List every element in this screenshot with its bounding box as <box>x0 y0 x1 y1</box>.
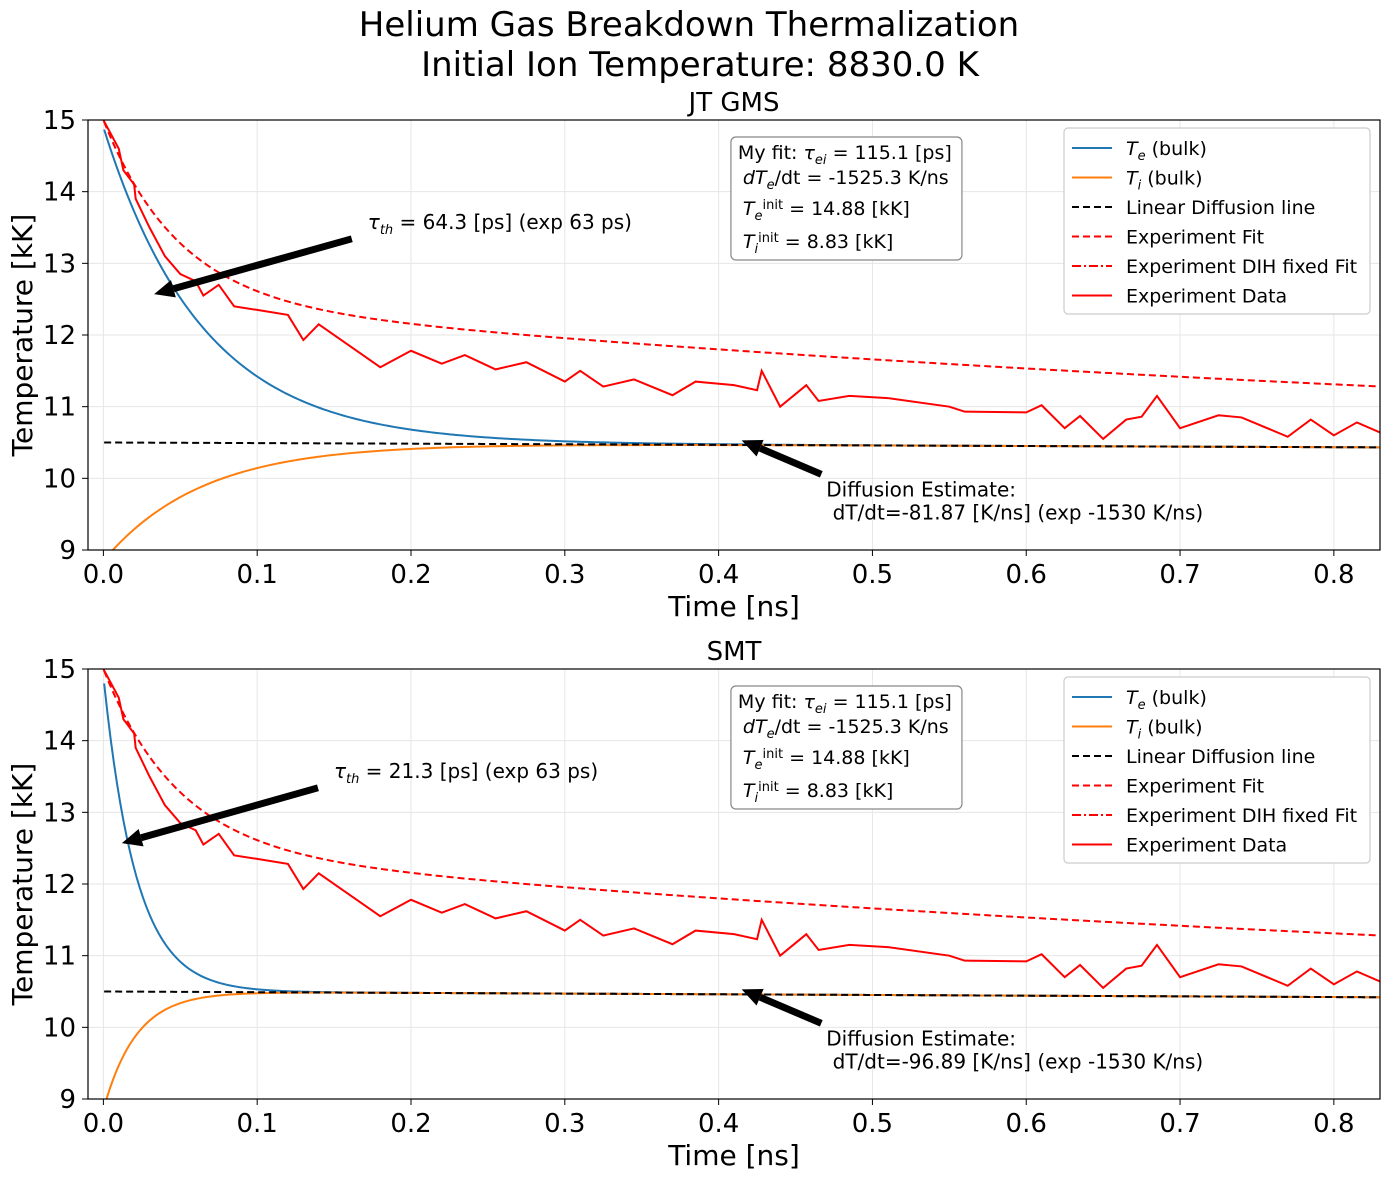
legend-box <box>1063 676 1371 864</box>
tau-arrow-shaft <box>172 235 353 293</box>
legend-label-diff: Linear Diffusion line <box>1126 197 1315 219</box>
x-tick-label: 0.8 <box>1313 1109 1354 1139</box>
legend-label-dih: Experiment DIH fixed Fit <box>1126 256 1357 278</box>
y-tick-label: 15 <box>43 655 76 685</box>
fit-box-te-init: Teinit = 14.88 [kK] <box>743 198 910 224</box>
fit-box-tau-ei: My fit: τei = 115.1 [ps] <box>738 142 952 168</box>
legend-label-Ti: Ti (bulk) <box>1126 717 1202 743</box>
figure-title-line1: Helium Gas Breakdown Thermalization <box>359 5 1019 45</box>
series-experiment-fit <box>103 121 1380 388</box>
y-axis-label: Temperature [kK] <box>6 763 39 1007</box>
diffusion-annotation-line1: Diffusion Estimate: <box>826 1026 1016 1050</box>
tau-arrow-shaft <box>140 784 319 842</box>
panel-title: SMT <box>707 637 762 667</box>
series-linear-diffusion <box>104 441 1380 449</box>
y-tick-label: 15 <box>43 106 76 136</box>
legend-label-diff: Linear Diffusion line <box>1126 746 1315 768</box>
y-tick-label: 13 <box>43 249 76 279</box>
fit-box-ti-init: Tiinit = 8.83 [kK] <box>743 780 893 806</box>
x-tick-label: 0.2 <box>390 560 431 590</box>
y-axis-label: Temperature [kK] <box>6 214 39 458</box>
x-tick-label: 0.8 <box>1313 560 1354 590</box>
diffusion-annotation-line2: dT/dt=-96.89 [K/ns] (exp -1530 K/ns) <box>826 1049 1203 1073</box>
fit-box-te-init: Teinit = 14.88 [kK] <box>743 747 910 773</box>
chart-panel-1: 0.0 0.1 0.2 0.3 0.4 0.5 0.6 0.7 0.8 9 10 11 12 13 14 15… <box>6 88 1381 623</box>
y-tick-label: 10 <box>43 464 76 494</box>
x-tick-label: 0.2 <box>390 1109 431 1139</box>
x-tick-label: 0.0 <box>83 560 124 590</box>
y-tick-label: 14 <box>43 727 76 757</box>
x-tick-label: 0.7 <box>1159 1109 1200 1139</box>
series-experiment-data <box>102 669 1380 990</box>
fit-box-ti-init: Tiinit = 8.83 [kK] <box>743 231 893 257</box>
x-tick-label: 0.7 <box>1159 560 1200 590</box>
y-tick-label: 9 <box>59 1085 76 1115</box>
diffusion-arrow-shaft <box>758 993 823 1027</box>
diffusion-annotation-line2: dT/dt=-81.87 [K/ns] (exp -1530 K/ns) <box>826 500 1203 524</box>
x-axis-label: Time [ns] <box>667 1139 800 1172</box>
x-tick-label: 0.5 <box>852 1109 893 1139</box>
diffusion-arrow-head <box>741 439 764 457</box>
y-tick-label: 12 <box>43 321 76 351</box>
x-tick-label: 0.1 <box>237 560 278 590</box>
diffusion-arrow-shaft <box>758 444 823 478</box>
x-tick-label: 0.6 <box>1006 560 1047 590</box>
y-tick-label: 11 <box>43 942 76 972</box>
fit-info-box <box>730 685 963 810</box>
legend-label-dih: Experiment DIH fixed Fit <box>1126 805 1357 827</box>
plot-area <box>102 669 1380 1099</box>
diffusion-annotation-line1: Diffusion Estimate: <box>826 477 1016 501</box>
x-tick-label: 0.3 <box>544 560 585 590</box>
fit-box-tau-ei: My fit: τei = 115.1 [ps] <box>738 691 952 717</box>
x-tick-label: 0.4 <box>698 1109 739 1139</box>
y-tick-label: 11 <box>43 393 76 423</box>
legend-label-Ti: Ti (bulk) <box>1126 168 1202 194</box>
tau-th-annotation: τth = 21.3 [ps] (exp 63 ps) <box>334 759 598 787</box>
y-tick-label: 12 <box>43 870 76 900</box>
legend-label-data: Experiment Data <box>1126 835 1287 857</box>
x-tick-label: 0.4 <box>698 560 739 590</box>
tau-arrow-head <box>121 829 144 847</box>
series-linear-diffusion <box>104 990 1380 999</box>
fit-box-dte-dt: dTe/dt = -1525.3 K/ns <box>743 716 949 742</box>
panel-title: JT GMS <box>687 88 780 118</box>
x-tick-label: 0.3 <box>544 1109 585 1139</box>
tau-th-annotation: τth = 64.3 [ps] (exp 63 ps) <box>368 210 632 238</box>
diffusion-arrow-head <box>741 988 764 1006</box>
figure-title-line2: Initial Ion Temperature: 8830.0 K <box>421 45 980 85</box>
y-tick-label: 14 <box>43 178 76 208</box>
x-tick-label: 0.5 <box>852 560 893 590</box>
x-tick-label: 0.6 <box>1006 1109 1047 1139</box>
x-tick-label: 0.0 <box>83 1109 124 1139</box>
legend-label-Te: Te (bulk) <box>1126 138 1207 164</box>
fit-info-box <box>730 136 963 261</box>
x-axis-label: Time [ns] <box>667 590 800 623</box>
series-ti-bulk <box>111 444 1380 550</box>
x-tick-label: 0.1 <box>237 1109 278 1139</box>
fit-box-dte-dt: dTe/dt = -1525.3 K/ns <box>743 167 949 193</box>
series-experiment-fit <box>103 670 1380 937</box>
legend-label-fit: Experiment Fit <box>1126 227 1264 249</box>
y-tick-label: 10 <box>43 1013 76 1043</box>
y-tick-label: 9 <box>59 536 76 566</box>
tau-arrow-head <box>154 280 176 298</box>
legend-label-Te: Te (bulk) <box>1126 687 1207 713</box>
legend-label-data: Experiment Data <box>1126 286 1287 308</box>
legend-label-fit: Experiment Fit <box>1126 776 1264 798</box>
y-tick-label: 13 <box>43 798 76 828</box>
chart-panel-2: 0.0 0.1 0.2 0.3 0.4 0.5 0.6 0.7 0.8 9 10 11 12 13 14 15… <box>6 637 1381 1172</box>
legend-box <box>1063 127 1371 315</box>
